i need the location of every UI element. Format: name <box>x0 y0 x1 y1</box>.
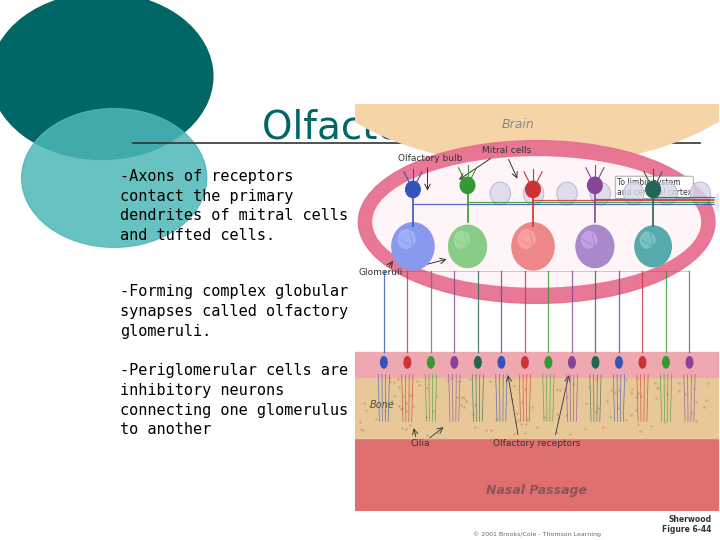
Text: -Forming complex globular
synapses called olfactory
glomeruli.: -Forming complex globular synapses calle… <box>120 284 348 339</box>
Text: -Axons of receptors
contact the primary
dendrites of mitral cells
and tufted cel: -Axons of receptors contact the primary … <box>120 168 348 243</box>
Circle shape <box>22 109 207 247</box>
Text: -Periglomerular cells are
inhibitory neurons
connecting one glomerulus
to anothe: -Periglomerular cells are inhibitory neu… <box>120 363 348 437</box>
Text: Olfactory Bulbs: Olfactory Bulbs <box>261 109 559 146</box>
Circle shape <box>0 0 213 159</box>
